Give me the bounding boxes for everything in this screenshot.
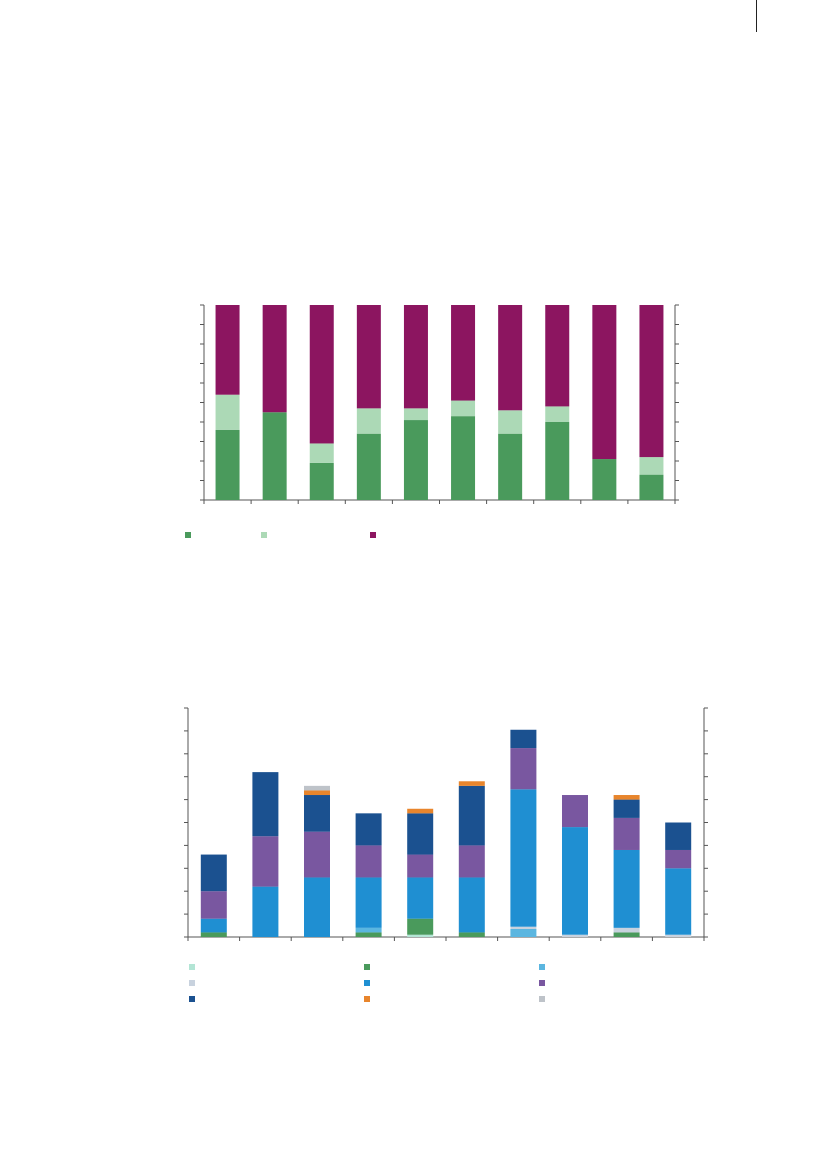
bar-segment-series-2 bbox=[215, 394, 240, 430]
bar-segment-series-6 bbox=[613, 817, 640, 850]
bar-segment-series-7 bbox=[510, 729, 537, 749]
legend-marker-series-2 bbox=[364, 964, 370, 970]
bar-segment-series-2 bbox=[356, 408, 381, 434]
bar-segment-series-5 bbox=[407, 877, 434, 919]
bar-segment-series-5 bbox=[510, 789, 537, 927]
bar-segment-series-7 bbox=[252, 772, 279, 837]
bar-segment-series-2 bbox=[639, 457, 664, 475]
bar-segment-series-7 bbox=[458, 785, 485, 846]
bar-segment-series-2 bbox=[545, 406, 570, 422]
legend-marker-series-7 bbox=[189, 996, 195, 1002]
bar-segment-series-3 bbox=[498, 305, 523, 411]
bar-segment-series-4 bbox=[510, 926, 537, 929]
bar-segment-series-6 bbox=[252, 836, 279, 887]
bar-segment-series-6 bbox=[200, 891, 227, 919]
bar-segment-series-3 bbox=[356, 305, 381, 409]
bar-segment-series-2 bbox=[451, 400, 476, 417]
bar-segment-series-2 bbox=[613, 932, 640, 937]
bar-segment-series-5 bbox=[562, 827, 588, 935]
bar-segment-series-8 bbox=[304, 790, 330, 796]
bar-segment-series-8 bbox=[458, 781, 485, 786]
bar-segment-series-1 bbox=[639, 474, 664, 500]
bar-segment-series-1 bbox=[309, 462, 334, 500]
bar-segment-series-1 bbox=[403, 420, 428, 500]
bar-segment-series-1 bbox=[262, 412, 287, 500]
bar-segment-series-5 bbox=[252, 886, 279, 937]
bar-segment-series-9 bbox=[304, 785, 330, 791]
legend-marker-series-1 bbox=[185, 532, 191, 538]
bar-segment-series-5 bbox=[458, 877, 485, 933]
bar-segment-series-8 bbox=[613, 795, 640, 800]
bar-segment-series-2 bbox=[458, 932, 485, 937]
bar-segment-series-7 bbox=[613, 799, 640, 818]
chart-share-stacked bbox=[185, 304, 679, 538]
bar-segment-series-6 bbox=[510, 748, 537, 790]
bar-segment-series-3 bbox=[545, 305, 570, 407]
bar-segment-series-2 bbox=[407, 918, 434, 935]
legend-marker-series-3 bbox=[539, 964, 545, 970]
bar-segment-series-1 bbox=[545, 422, 570, 500]
bar-segment-series-7 bbox=[200, 854, 227, 892]
bar-segment-series-7 bbox=[355, 813, 382, 846]
bar-segment-series-1 bbox=[451, 416, 476, 500]
bar-segment-series-6 bbox=[562, 795, 588, 828]
chart-volume-stacked bbox=[184, 707, 708, 1002]
bar-segment-series-1 bbox=[215, 429, 240, 500]
bar-segment-series-4 bbox=[562, 934, 588, 937]
bar-segment-series-2 bbox=[200, 932, 227, 937]
bar-segment-series-3 bbox=[592, 305, 617, 460]
bar-segment-series-5 bbox=[200, 918, 227, 933]
bar-segment-series-2 bbox=[355, 932, 382, 937]
bar-segment-series-7 bbox=[407, 813, 434, 855]
legend-marker-series-6 bbox=[539, 980, 545, 986]
legend-marker-series-2 bbox=[261, 532, 267, 538]
page-rule bbox=[756, 0, 757, 32]
bar-segment-series-3 bbox=[451, 305, 476, 401]
bar-segment-series-1 bbox=[498, 433, 523, 500]
bar-segment-series-2 bbox=[498, 410, 523, 434]
bar-segment-series-6 bbox=[458, 845, 485, 878]
legend-marker-series-3 bbox=[370, 532, 376, 538]
bar-segment-series-1 bbox=[407, 934, 434, 937]
bar-segment-series-7 bbox=[665, 822, 692, 850]
legend-marker-series-9 bbox=[539, 996, 545, 1002]
bar-segment-series-5 bbox=[613, 849, 640, 928]
bar-segment-series-3 bbox=[262, 305, 287, 413]
bar-segment-series-5 bbox=[304, 877, 330, 937]
bar-segment-series-1 bbox=[592, 459, 617, 500]
bar-segment-series-3 bbox=[309, 305, 334, 444]
bar-segment-series-2 bbox=[309, 443, 334, 463]
bar-segment-series-4 bbox=[613, 927, 640, 933]
bar-segment-series-3 bbox=[510, 928, 537, 937]
bar-segment-series-1 bbox=[356, 433, 381, 500]
bar-segment-series-4 bbox=[665, 934, 692, 937]
bar-segment-series-3 bbox=[355, 927, 382, 933]
bar-segment-series-7 bbox=[304, 795, 330, 832]
bar-segment-series-6 bbox=[407, 854, 434, 878]
bar-segment-series-6 bbox=[304, 831, 330, 878]
bar-segment-series-3 bbox=[215, 305, 240, 395]
bar-segment-series-5 bbox=[355, 877, 382, 928]
legend-marker-series-4 bbox=[189, 980, 195, 986]
bar-segment-series-2 bbox=[403, 408, 428, 421]
bar-segment-series-3 bbox=[403, 305, 428, 409]
bar-segment-series-5 bbox=[665, 868, 692, 935]
legend-marker-series-1 bbox=[189, 964, 195, 970]
legend-marker-series-5 bbox=[364, 980, 370, 986]
legend-marker-series-8 bbox=[364, 996, 370, 1002]
bar-segment-series-3 bbox=[639, 305, 664, 458]
bar-segment-series-6 bbox=[355, 845, 382, 878]
bar-segment-series-6 bbox=[665, 849, 692, 869]
bar-segment-series-8 bbox=[407, 808, 434, 814]
